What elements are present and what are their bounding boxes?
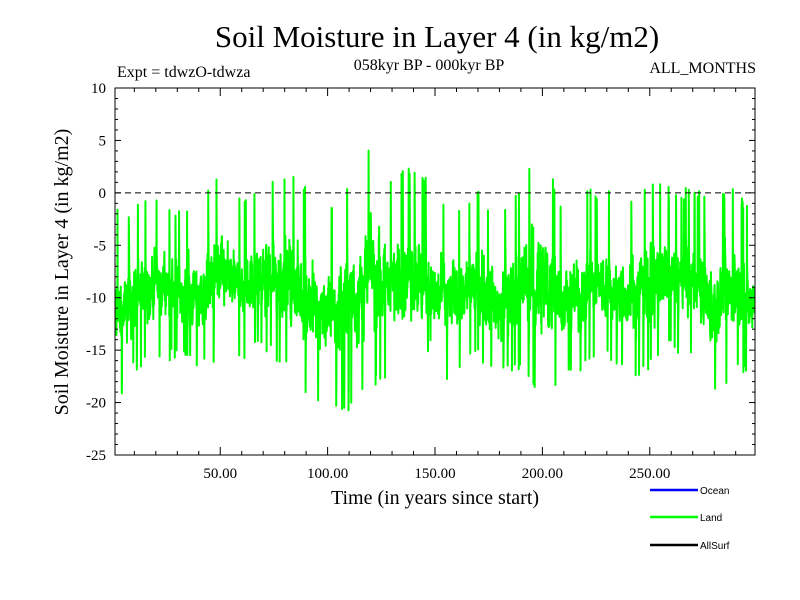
plot-area: 10 5 0 -5 -10 -15 -20 -25 50.00 100.00 150.00 200.0… [86, 81, 756, 482]
legend: Ocean Land AllSurf [650, 486, 730, 552]
months-label: ALL_MONTHS [649, 60, 756, 77]
legend-label-ocean: Ocean [700, 486, 729, 497]
x-tick-label: 250.00 [629, 466, 670, 482]
chart-title: Soil Moisture in Layer 4 (in kg/m2) [215, 19, 659, 54]
legend-label-allsurf: AllSurf [700, 541, 730, 552]
y-tick-label: 5 [99, 133, 107, 149]
ticks-layer: 10 5 0 -5 -10 -15 -20 -25 50.00 100.00 150.00 200.0… [86, 81, 755, 482]
period-label: 058kyr BP - 000kyr BP [354, 57, 505, 74]
x-tick-label: 150.00 [414, 466, 455, 482]
x-axis-label: Time (in years since start) [331, 487, 539, 509]
y-tick-label: -10 [86, 291, 106, 307]
expt-label: Expt = tdwzO-tdwza [117, 64, 250, 81]
y-tick-label: -25 [86, 448, 106, 464]
x-tick-label: 50.00 [203, 466, 237, 482]
legend-label-land: Land [700, 513, 722, 524]
y-tick-label: -15 [86, 343, 106, 359]
x-tick-label: 100.00 [307, 466, 348, 482]
series-layer [115, 149, 755, 412]
y-tick-label: -5 [94, 238, 107, 254]
series-line-land [115, 149, 755, 412]
y-tick-label: 10 [91, 81, 106, 97]
y-tick-label: 0 [99, 186, 107, 202]
y-axis-label: Soil Moisture in Layer 4 (in kg/m2) [51, 129, 73, 416]
y-tick-label: -20 [86, 396, 106, 412]
x-tick-label: 200.00 [522, 466, 563, 482]
